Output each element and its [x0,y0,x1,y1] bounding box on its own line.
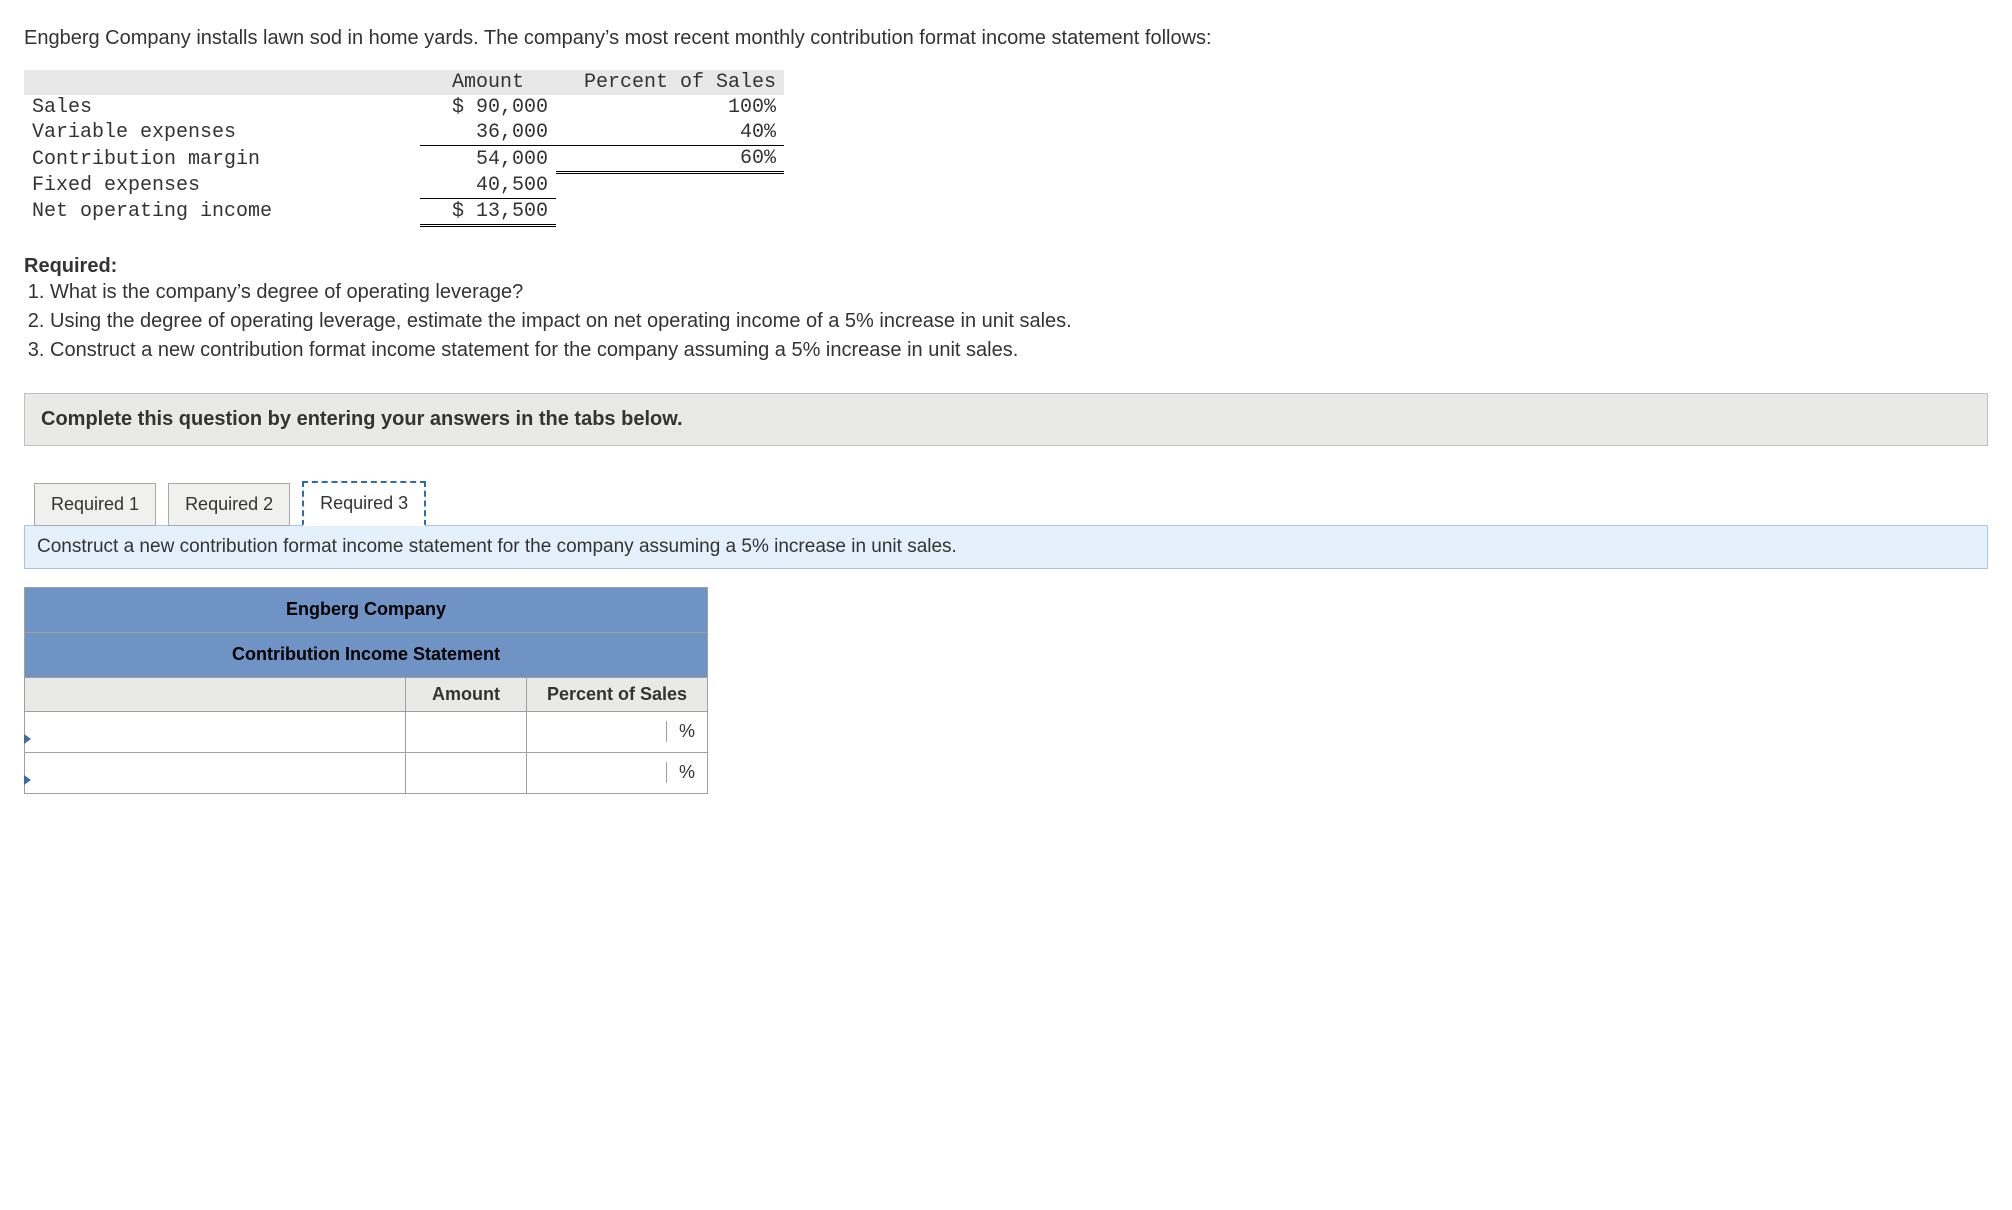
required-item-2: Using the degree of operating leverage, … [50,307,1988,336]
answer-title-2: Contribution Income Statement [25,632,708,677]
row-var-label: Variable expenses [24,120,420,146]
row-cm-amount: 54,000 [420,146,556,173]
row-var-percent: 40% [556,120,784,146]
required-item-1: What is the company’s degree of operatin… [50,278,1988,307]
required-heading: Required: [24,255,1988,278]
row-cm-label: Contribution margin [24,146,420,173]
answer-title-1: Engberg Company [25,587,708,632]
instruction-banner: Complete this question by entering your … [24,393,1988,446]
answer-row2-percent[interactable]: % [527,752,708,793]
row-noi-amount: $ 13,500 [420,198,556,225]
answer-row1-amount[interactable] [406,711,527,752]
answer-col-amount: Amount [406,677,527,711]
answer-table: Engberg Company Contribution Income Stat… [24,587,708,794]
answer-row2-label[interactable] [25,752,406,793]
row-fixed-label: Fixed expenses [24,173,420,199]
row-sales-amount: $ 90,000 [420,95,556,120]
row-sales-percent: 100% [556,95,784,120]
answer-col-percent: Percent of Sales [527,677,708,711]
row-cm-percent: 60% [556,146,784,173]
row-var-amount: 36,000 [420,120,556,146]
row-noi-label: Net operating income [24,198,420,225]
tab-required-1[interactable]: Required 1 [34,483,156,526]
required-list: What is the company’s degree of operatin… [24,278,1988,365]
row-fixed-amount: 40,500 [420,173,556,199]
required-item-3: Construct a new contribution format inco… [50,336,1988,365]
tab-required-3[interactable]: Required 3 [302,481,426,526]
answer-row1-percent[interactable]: % [527,711,708,752]
answer-row2-amount[interactable] [406,752,527,793]
tabs-row: Required 1 Required 2 Required 3 [24,480,1988,525]
income-statement-table: Amount Percent of Sales Sales $ 90,000 1… [24,70,784,227]
col-percent-header: Percent of Sales [556,70,784,95]
row-sales-label: Sales [24,95,420,120]
intro-text: Engberg Company installs lawn sod in hom… [24,24,1988,52]
col-amount-header: Amount [420,70,556,95]
tab-prompt: Construct a new contribution format inco… [24,525,1988,569]
tab-required-2[interactable]: Required 2 [168,483,290,526]
answer-row1-label[interactable] [25,711,406,752]
